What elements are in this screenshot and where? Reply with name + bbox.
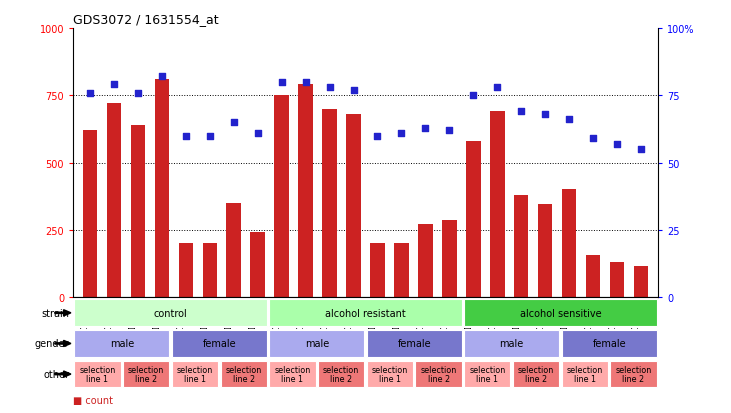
Bar [75, 300, 267, 326]
Point [395, 131, 407, 137]
Bar [154, 80, 169, 297]
Point [108, 82, 120, 88]
Bar [322, 109, 337, 297]
Bar [83, 131, 97, 297]
Bar [610, 361, 656, 387]
Text: ■ percentile rank within the sample: ■ percentile rank within the sample [73, 412, 251, 413]
Text: selection
line 1: selection line 1 [567, 365, 603, 384]
Bar [131, 126, 145, 297]
Text: selection
line 2: selection line 2 [518, 365, 554, 384]
Point [491, 85, 503, 91]
Point [156, 74, 167, 81]
Bar [466, 142, 480, 297]
Bar [269, 330, 364, 357]
Point [587, 135, 599, 142]
Point [228, 120, 240, 126]
Point [300, 79, 311, 86]
Text: alcohol resistant: alcohol resistant [325, 308, 406, 318]
Bar [513, 361, 559, 387]
Point [348, 87, 360, 94]
Text: male: male [110, 339, 134, 349]
Text: male: male [305, 339, 329, 349]
Point [635, 146, 647, 153]
Text: GDS3072 / 1631554_at: GDS3072 / 1631554_at [73, 13, 219, 26]
Point [276, 79, 287, 86]
Bar [538, 205, 553, 297]
Point [611, 141, 623, 147]
Point [132, 90, 144, 97]
Bar [75, 330, 170, 357]
Bar [298, 85, 313, 297]
Point [468, 93, 480, 99]
Text: selection
line 1: selection line 1 [274, 365, 311, 384]
Point [515, 109, 527, 115]
Text: selection
line 1: selection line 1 [469, 365, 505, 384]
Text: alcohol sensitive: alcohol sensitive [520, 308, 601, 318]
Bar [418, 225, 433, 297]
Bar [221, 361, 267, 387]
Text: gender: gender [35, 339, 69, 349]
Bar [123, 361, 170, 387]
Point [204, 133, 216, 140]
Text: selection
line 1: selection line 1 [372, 365, 408, 384]
Bar [464, 300, 656, 326]
Bar [346, 115, 360, 297]
Text: female: female [398, 339, 431, 349]
Bar [490, 112, 504, 297]
Text: selection
line 2: selection line 2 [226, 365, 262, 384]
Bar [274, 96, 289, 297]
Point [564, 117, 575, 123]
Bar [172, 361, 218, 387]
Text: female: female [592, 339, 626, 349]
Bar [107, 104, 121, 297]
Bar [367, 361, 413, 387]
Bar [514, 195, 529, 297]
Point [324, 85, 336, 91]
Text: selection
line 1: selection line 1 [80, 365, 115, 384]
Text: selection
line 1: selection line 1 [177, 365, 213, 384]
Bar [172, 330, 267, 357]
Point [420, 125, 431, 131]
Bar [269, 300, 462, 326]
Bar [464, 361, 510, 387]
Bar [367, 330, 462, 357]
Text: male: male [499, 339, 524, 349]
Text: selection
line 2: selection line 2 [420, 365, 457, 384]
Point [539, 112, 551, 118]
Text: female: female [202, 339, 236, 349]
Bar [371, 244, 385, 297]
Bar [415, 361, 462, 387]
Bar [442, 221, 457, 297]
Point [180, 133, 192, 140]
Text: other: other [43, 369, 69, 379]
Bar [269, 361, 316, 387]
Bar [610, 263, 624, 297]
Bar [394, 244, 409, 297]
Text: selection
line 2: selection line 2 [128, 365, 164, 384]
Bar [561, 330, 656, 357]
Point [84, 90, 96, 97]
Point [251, 131, 263, 137]
Text: selection
line 2: selection line 2 [616, 365, 651, 384]
Bar [562, 190, 577, 297]
Bar [586, 256, 600, 297]
Bar [178, 244, 193, 297]
Bar [561, 361, 608, 387]
Bar [318, 361, 364, 387]
Text: strain: strain [42, 308, 69, 318]
Text: ■ count: ■ count [73, 395, 113, 405]
Text: control: control [154, 308, 187, 318]
Bar [202, 244, 217, 297]
Text: selection
line 2: selection line 2 [323, 365, 359, 384]
Bar [464, 330, 559, 357]
Bar [75, 361, 121, 387]
Bar [227, 203, 241, 297]
Point [371, 133, 383, 140]
Bar [634, 266, 648, 297]
Point [444, 128, 455, 134]
Bar [251, 233, 265, 297]
